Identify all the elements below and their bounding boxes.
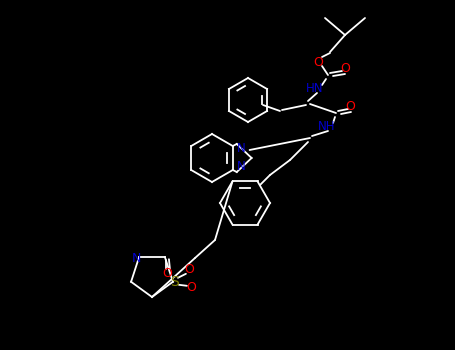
Text: HN: HN [306, 82, 324, 95]
Text: O: O [184, 263, 194, 276]
Text: O: O [340, 62, 350, 75]
Text: S: S [171, 275, 179, 289]
Text: NH: NH [318, 119, 336, 133]
Text: N: N [131, 252, 141, 265]
Text: N: N [237, 161, 245, 174]
Text: O: O [162, 267, 172, 280]
Text: O: O [345, 100, 355, 113]
Text: N: N [237, 142, 245, 155]
Text: O: O [313, 56, 323, 69]
Text: O: O [186, 281, 196, 294]
